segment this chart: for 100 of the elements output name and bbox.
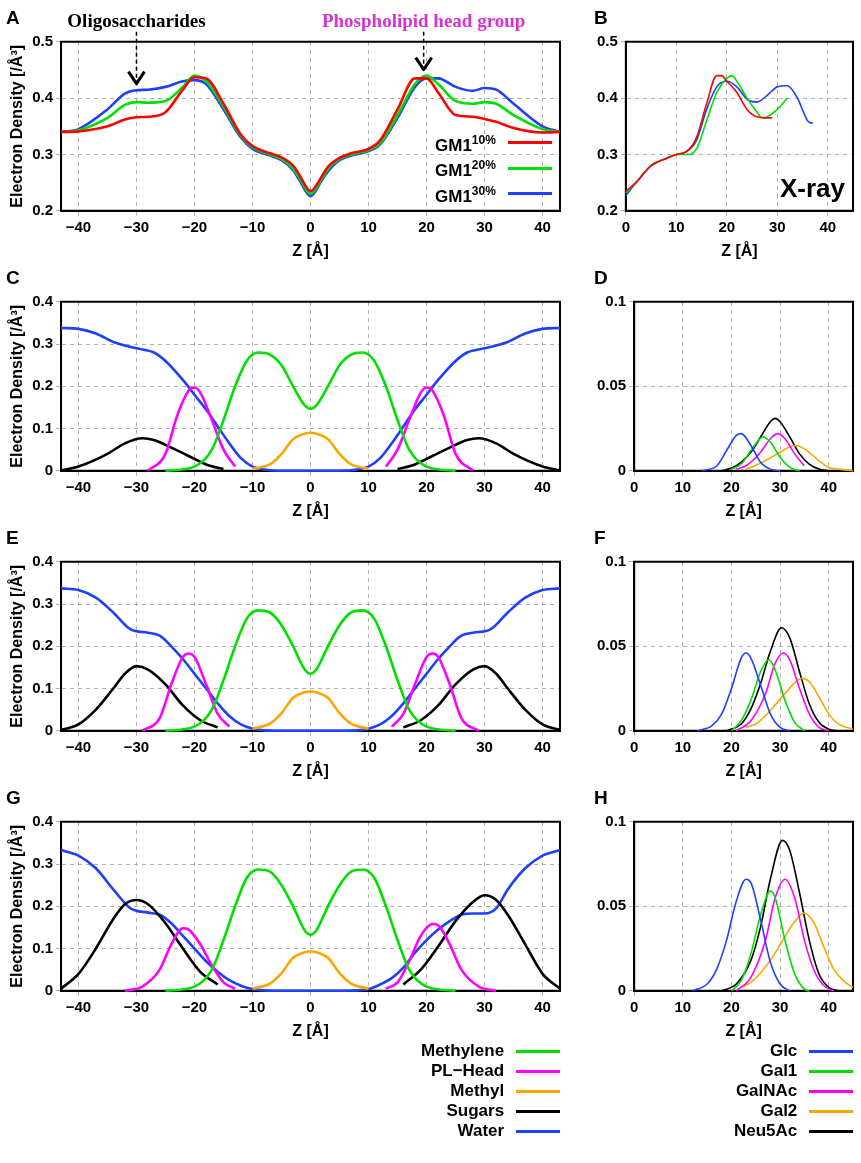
y-tick-label: 0.05 [596, 636, 627, 654]
x-axis-title: Z [Å] [725, 500, 762, 519]
x-tick-label: 10 [360, 997, 377, 1015]
x-tick-label: 30 [768, 217, 786, 235]
x-axis-title: Z [Å] [721, 240, 758, 259]
y-tick-label: 0.1 [32, 938, 54, 956]
line-series [745, 677, 854, 730]
x-tick-label: 0 [306, 997, 315, 1015]
y-tick-label: 0.3 [32, 854, 54, 872]
legend-label: Methylene [421, 1041, 505, 1061]
y-axis-title: Electron Density [/Å³] [7, 824, 26, 988]
y-tick-label: 0.2 [596, 200, 618, 218]
x-tick-label: 10 [360, 477, 377, 495]
y-tick-label: 0.4 [32, 551, 54, 569]
y-tick-label: 0 [44, 980, 54, 998]
y-tick-label: 0.4 [32, 811, 54, 829]
x-tick-label: 40 [534, 477, 551, 495]
line-series [735, 652, 830, 732]
y-tick-label: 0.2 [32, 896, 54, 914]
x-axis-title: Z [Å] [292, 1020, 329, 1039]
chart-title: A [6, 6, 20, 28]
y-tick-label: 0.1 [605, 291, 627, 309]
legend-label: Gal1 [760, 1061, 798, 1081]
x-tick-label: −40 [65, 737, 92, 755]
chart-title: D [594, 266, 608, 288]
x-tick-label: 20 [418, 477, 435, 495]
legend-label: Gal2 [760, 1101, 798, 1121]
annotation: X-ray [779, 172, 846, 203]
x-axis-title: Z [Å] [725, 760, 762, 779]
x-axis-title: Z [Å] [292, 240, 329, 259]
y-axis-title: Electron Density [/Å³] [7, 44, 26, 208]
x-tick-label: 10 [674, 997, 692, 1015]
y-tick-label: 0.1 [32, 418, 54, 436]
y-tick-label: 0.5 [596, 31, 618, 49]
x-tick-label: −20 [181, 477, 208, 495]
x-tick-label: −20 [181, 997, 208, 1015]
y-tick-label: 0.4 [32, 291, 54, 309]
y-tick-label: 0.2 [32, 200, 54, 218]
x-tick-label: −40 [65, 997, 92, 1015]
legend-label: Methyl [450, 1081, 505, 1101]
y-tick-label: 0 [44, 460, 54, 478]
x-tick-label: 30 [771, 477, 789, 495]
x-tick-label: −10 [239, 997, 266, 1015]
x-tick-label: 0 [630, 477, 639, 495]
x-tick-label: 20 [418, 217, 435, 235]
x-tick-label: −10 [239, 477, 266, 495]
y-tick-label: 0.05 [596, 896, 627, 914]
legend-label: PL−Head [430, 1061, 505, 1081]
line-series [701, 432, 781, 472]
x-tick-label: 10 [674, 737, 692, 755]
x-axis-title: Z [Å] [725, 1020, 762, 1039]
x-tick-label: −30 [123, 737, 150, 755]
x-tick-label: 0 [306, 737, 315, 755]
y-tick-label: 0.2 [32, 636, 54, 654]
x-tick-label: 20 [723, 737, 740, 755]
x-tick-label: 30 [771, 997, 789, 1015]
x-tick-label: 20 [418, 997, 435, 1015]
x-tick-label: 0 [630, 737, 639, 755]
x-tick-label: −30 [123, 477, 150, 495]
x-axis-title: Z [Å] [292, 760, 329, 779]
x-tick-label: 20 [718, 217, 736, 235]
line-series [740, 912, 854, 989]
x-tick-label: 40 [534, 997, 551, 1015]
x-tick-label: 30 [771, 737, 789, 755]
y-tick-label: 0 [617, 980, 627, 998]
chart-title: E [6, 526, 19, 548]
line-series [691, 878, 791, 992]
x-tick-label: 20 [418, 737, 435, 755]
chart-title: B [594, 6, 608, 28]
legend-label: Glc [769, 1041, 798, 1061]
legend-label: GM1$^{20%}$ [435, 157, 496, 182]
x-tick-label: −20 [181, 217, 208, 235]
legend-label: Sugars [446, 1101, 505, 1121]
x-axis-title: Z [Å] [292, 500, 329, 519]
y-tick-label: 0.3 [32, 594, 54, 612]
y-tick-label: 0.4 [32, 88, 54, 106]
line-series [251, 690, 370, 730]
x-tick-label: 0 [306, 217, 315, 235]
x-tick-label: −10 [239, 737, 266, 755]
legend-label: Neu5Ac [734, 1121, 798, 1141]
line-series [251, 431, 370, 470]
x-tick-label: −30 [123, 217, 150, 235]
x-tick-label: −10 [239, 217, 266, 235]
x-tick-label: 10 [674, 477, 692, 495]
x-tick-label: −30 [123, 997, 150, 1015]
y-tick-label: 0.1 [605, 811, 627, 829]
chart-title: G [6, 786, 21, 808]
x-tick-label: 40 [819, 217, 837, 235]
x-tick-label: 40 [820, 997, 838, 1015]
y-tick-label: 0.3 [32, 144, 54, 162]
chart-title: F [594, 526, 606, 548]
line-series [251, 950, 370, 990]
y-axis-title: Electron Density [/Å³] [7, 304, 26, 468]
x-tick-label: 40 [534, 737, 551, 755]
line-series [730, 890, 811, 992]
x-tick-label: 40 [534, 217, 551, 235]
line-series [164, 868, 457, 993]
chart-title: C [6, 266, 20, 288]
line-series [164, 609, 457, 733]
y-tick-label: 0.05 [596, 376, 627, 394]
